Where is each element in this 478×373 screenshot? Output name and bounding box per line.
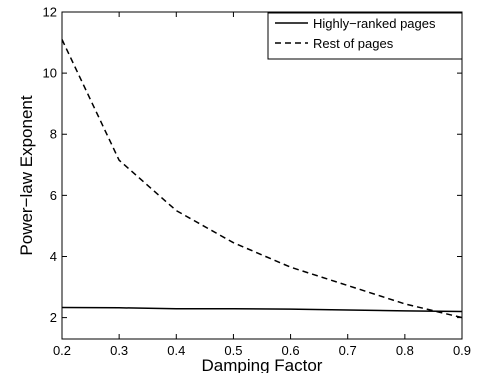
legend: Highly−ranked pages Rest of pages: [267, 12, 463, 60]
y-tick-label: 2: [50, 310, 57, 325]
x-tick-label: 0.4: [167, 343, 185, 358]
legend-box: [267, 12, 463, 60]
legend-label: Rest of pages: [313, 36, 394, 51]
y-axis-label: Power−law Exponent: [17, 95, 36, 255]
x-tick-label: 0.6: [282, 343, 300, 358]
y-tick-label: 12: [43, 5, 57, 20]
x-tick-label: 0.5: [224, 343, 242, 358]
y-axis-ticks: 2 4 6 8 10 12: [43, 5, 462, 325]
x-tick-label: 0.3: [110, 343, 128, 358]
y-tick-label: 4: [50, 249, 57, 264]
legend-label: Highly−ranked pages: [313, 16, 436, 31]
plot-area-frame: [61, 11, 463, 340]
x-tick-label: 0.7: [339, 343, 357, 358]
y-tick-label: 6: [50, 188, 57, 203]
x-tick-label: 0.2: [53, 343, 71, 358]
y-tick-label: 8: [50, 127, 57, 142]
x-tick-label: 0.9: [453, 343, 471, 358]
series-line-highly-ranked-pages: [61, 306, 463, 313]
x-axis-label: Damping Factor: [202, 356, 323, 373]
series-layer: [61, 39, 463, 319]
x-tick-label: 0.8: [396, 343, 414, 358]
y-tick-label: 10: [43, 66, 57, 81]
